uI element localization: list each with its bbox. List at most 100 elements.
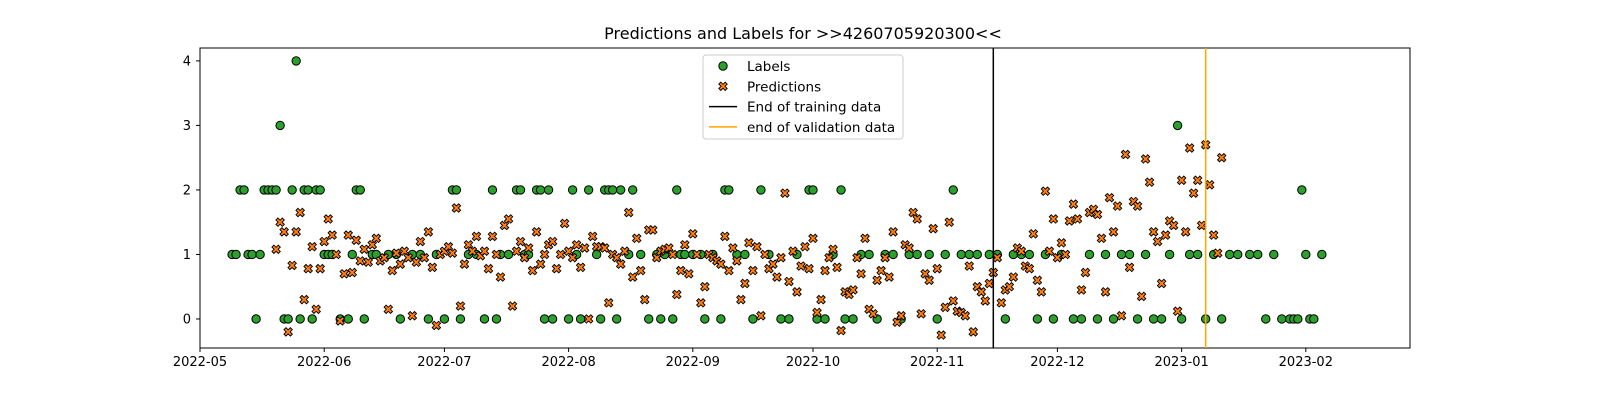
prediction-point bbox=[932, 263, 943, 274]
prediction-point bbox=[820, 265, 830, 276]
y-tick-label: 2 bbox=[183, 183, 191, 198]
prediction-point bbox=[695, 298, 706, 308]
label-point bbox=[575, 314, 586, 324]
prediction-point bbox=[752, 241, 762, 252]
label-point bbox=[672, 185, 682, 195]
label-point bbox=[1032, 314, 1043, 324]
label-point bbox=[1297, 185, 1307, 195]
prediction-point bbox=[1044, 246, 1055, 257]
prediction-point bbox=[411, 257, 422, 268]
prediction-point bbox=[760, 249, 770, 260]
label-point bbox=[964, 249, 974, 260]
prediction-point bbox=[928, 223, 939, 234]
y-tick-label: 3 bbox=[183, 119, 191, 134]
prediction-point bbox=[555, 249, 566, 260]
label-point bbox=[395, 314, 406, 324]
prediction-point bbox=[1172, 306, 1183, 317]
prediction-point bbox=[315, 263, 326, 274]
prediction-point bbox=[1004, 281, 1015, 292]
prediction-point bbox=[728, 243, 738, 253]
prediction-point bbox=[559, 218, 570, 229]
prediction-point bbox=[303, 263, 314, 274]
label-point bbox=[611, 314, 622, 324]
prediction-point bbox=[579, 243, 590, 253]
prediction-point bbox=[1120, 149, 1131, 160]
prediction-point bbox=[419, 252, 430, 263]
label-point bbox=[455, 314, 466, 324]
prediction-point bbox=[1096, 233, 1107, 244]
label-point bbox=[748, 314, 758, 324]
label-point bbox=[283, 314, 293, 324]
prediction-point bbox=[856, 268, 866, 279]
prediction-point bbox=[868, 308, 878, 319]
prediction-point bbox=[1112, 201, 1123, 211]
prediction-point bbox=[427, 262, 438, 273]
prediction-point bbox=[431, 320, 442, 331]
label-point bbox=[1132, 314, 1143, 324]
prediction-point bbox=[1136, 291, 1147, 302]
label-point bbox=[247, 249, 257, 260]
prediction-point bbox=[511, 246, 522, 257]
legend-box bbox=[702, 54, 904, 140]
label-point bbox=[948, 185, 958, 195]
prediction-point bbox=[876, 265, 886, 276]
chart-title: Predictions and Labels for >>42607059203… bbox=[604, 24, 1002, 43]
prediction-point bbox=[1132, 201, 1143, 211]
legend-label-labels: Labels bbox=[747, 59, 790, 75]
prediction-point bbox=[687, 228, 698, 239]
label-point bbox=[1172, 120, 1183, 131]
x-tick-label: 2023-01 bbox=[1154, 355, 1208, 370]
label-point bbox=[1225, 249, 1235, 260]
prediction-point bbox=[1184, 143, 1195, 153]
label-point bbox=[1108, 314, 1119, 324]
label-point bbox=[1253, 249, 1263, 260]
prediction-point bbox=[479, 246, 490, 257]
prediction-point bbox=[1116, 310, 1127, 321]
prediction-point bbox=[780, 188, 790, 198]
prediction-point bbox=[1008, 272, 1019, 282]
prediction-point bbox=[1216, 152, 1227, 163]
axes-frame bbox=[199, 47, 1411, 349]
prediction-point bbox=[912, 214, 923, 224]
label-point bbox=[912, 249, 922, 260]
prediction-point bbox=[343, 230, 354, 240]
prediction-point bbox=[1144, 177, 1155, 188]
label-point bbox=[1261, 314, 1271, 324]
label-point bbox=[644, 314, 654, 324]
label-point bbox=[303, 185, 313, 195]
label-point bbox=[547, 314, 558, 324]
prediction-point bbox=[1192, 175, 1203, 186]
prediction-point bbox=[1068, 199, 1079, 209]
prediction-point bbox=[275, 217, 285, 228]
prediction-point bbox=[836, 325, 846, 336]
label-point bbox=[840, 314, 850, 324]
prediction-point bbox=[679, 239, 690, 250]
label-point bbox=[628, 185, 638, 195]
label-point bbox=[1216, 314, 1227, 324]
prediction-point bbox=[980, 296, 991, 306]
prediction-point bbox=[327, 230, 338, 240]
label-point bbox=[595, 314, 606, 324]
prediction-point bbox=[523, 243, 534, 253]
label-point bbox=[668, 314, 678, 324]
prediction-point bbox=[896, 310, 906, 321]
data-layer bbox=[227, 56, 1327, 340]
prediction-point bbox=[720, 231, 730, 242]
label-point bbox=[972, 249, 982, 260]
prediction-point bbox=[271, 244, 281, 255]
prediction-point bbox=[1212, 248, 1223, 258]
prediction-point bbox=[812, 307, 822, 318]
prediction-point bbox=[355, 256, 366, 266]
prediction-point bbox=[808, 233, 818, 244]
label-point bbox=[515, 185, 526, 195]
prediction-point bbox=[880, 252, 890, 263]
label-point bbox=[607, 185, 618, 195]
label-point bbox=[940, 249, 950, 260]
prediction-point bbox=[888, 227, 898, 237]
prediction-point bbox=[1100, 287, 1111, 297]
prediction-point bbox=[784, 276, 794, 287]
prediction-point bbox=[535, 259, 546, 269]
prediction-point bbox=[383, 304, 394, 315]
prediction-point bbox=[816, 294, 826, 305]
